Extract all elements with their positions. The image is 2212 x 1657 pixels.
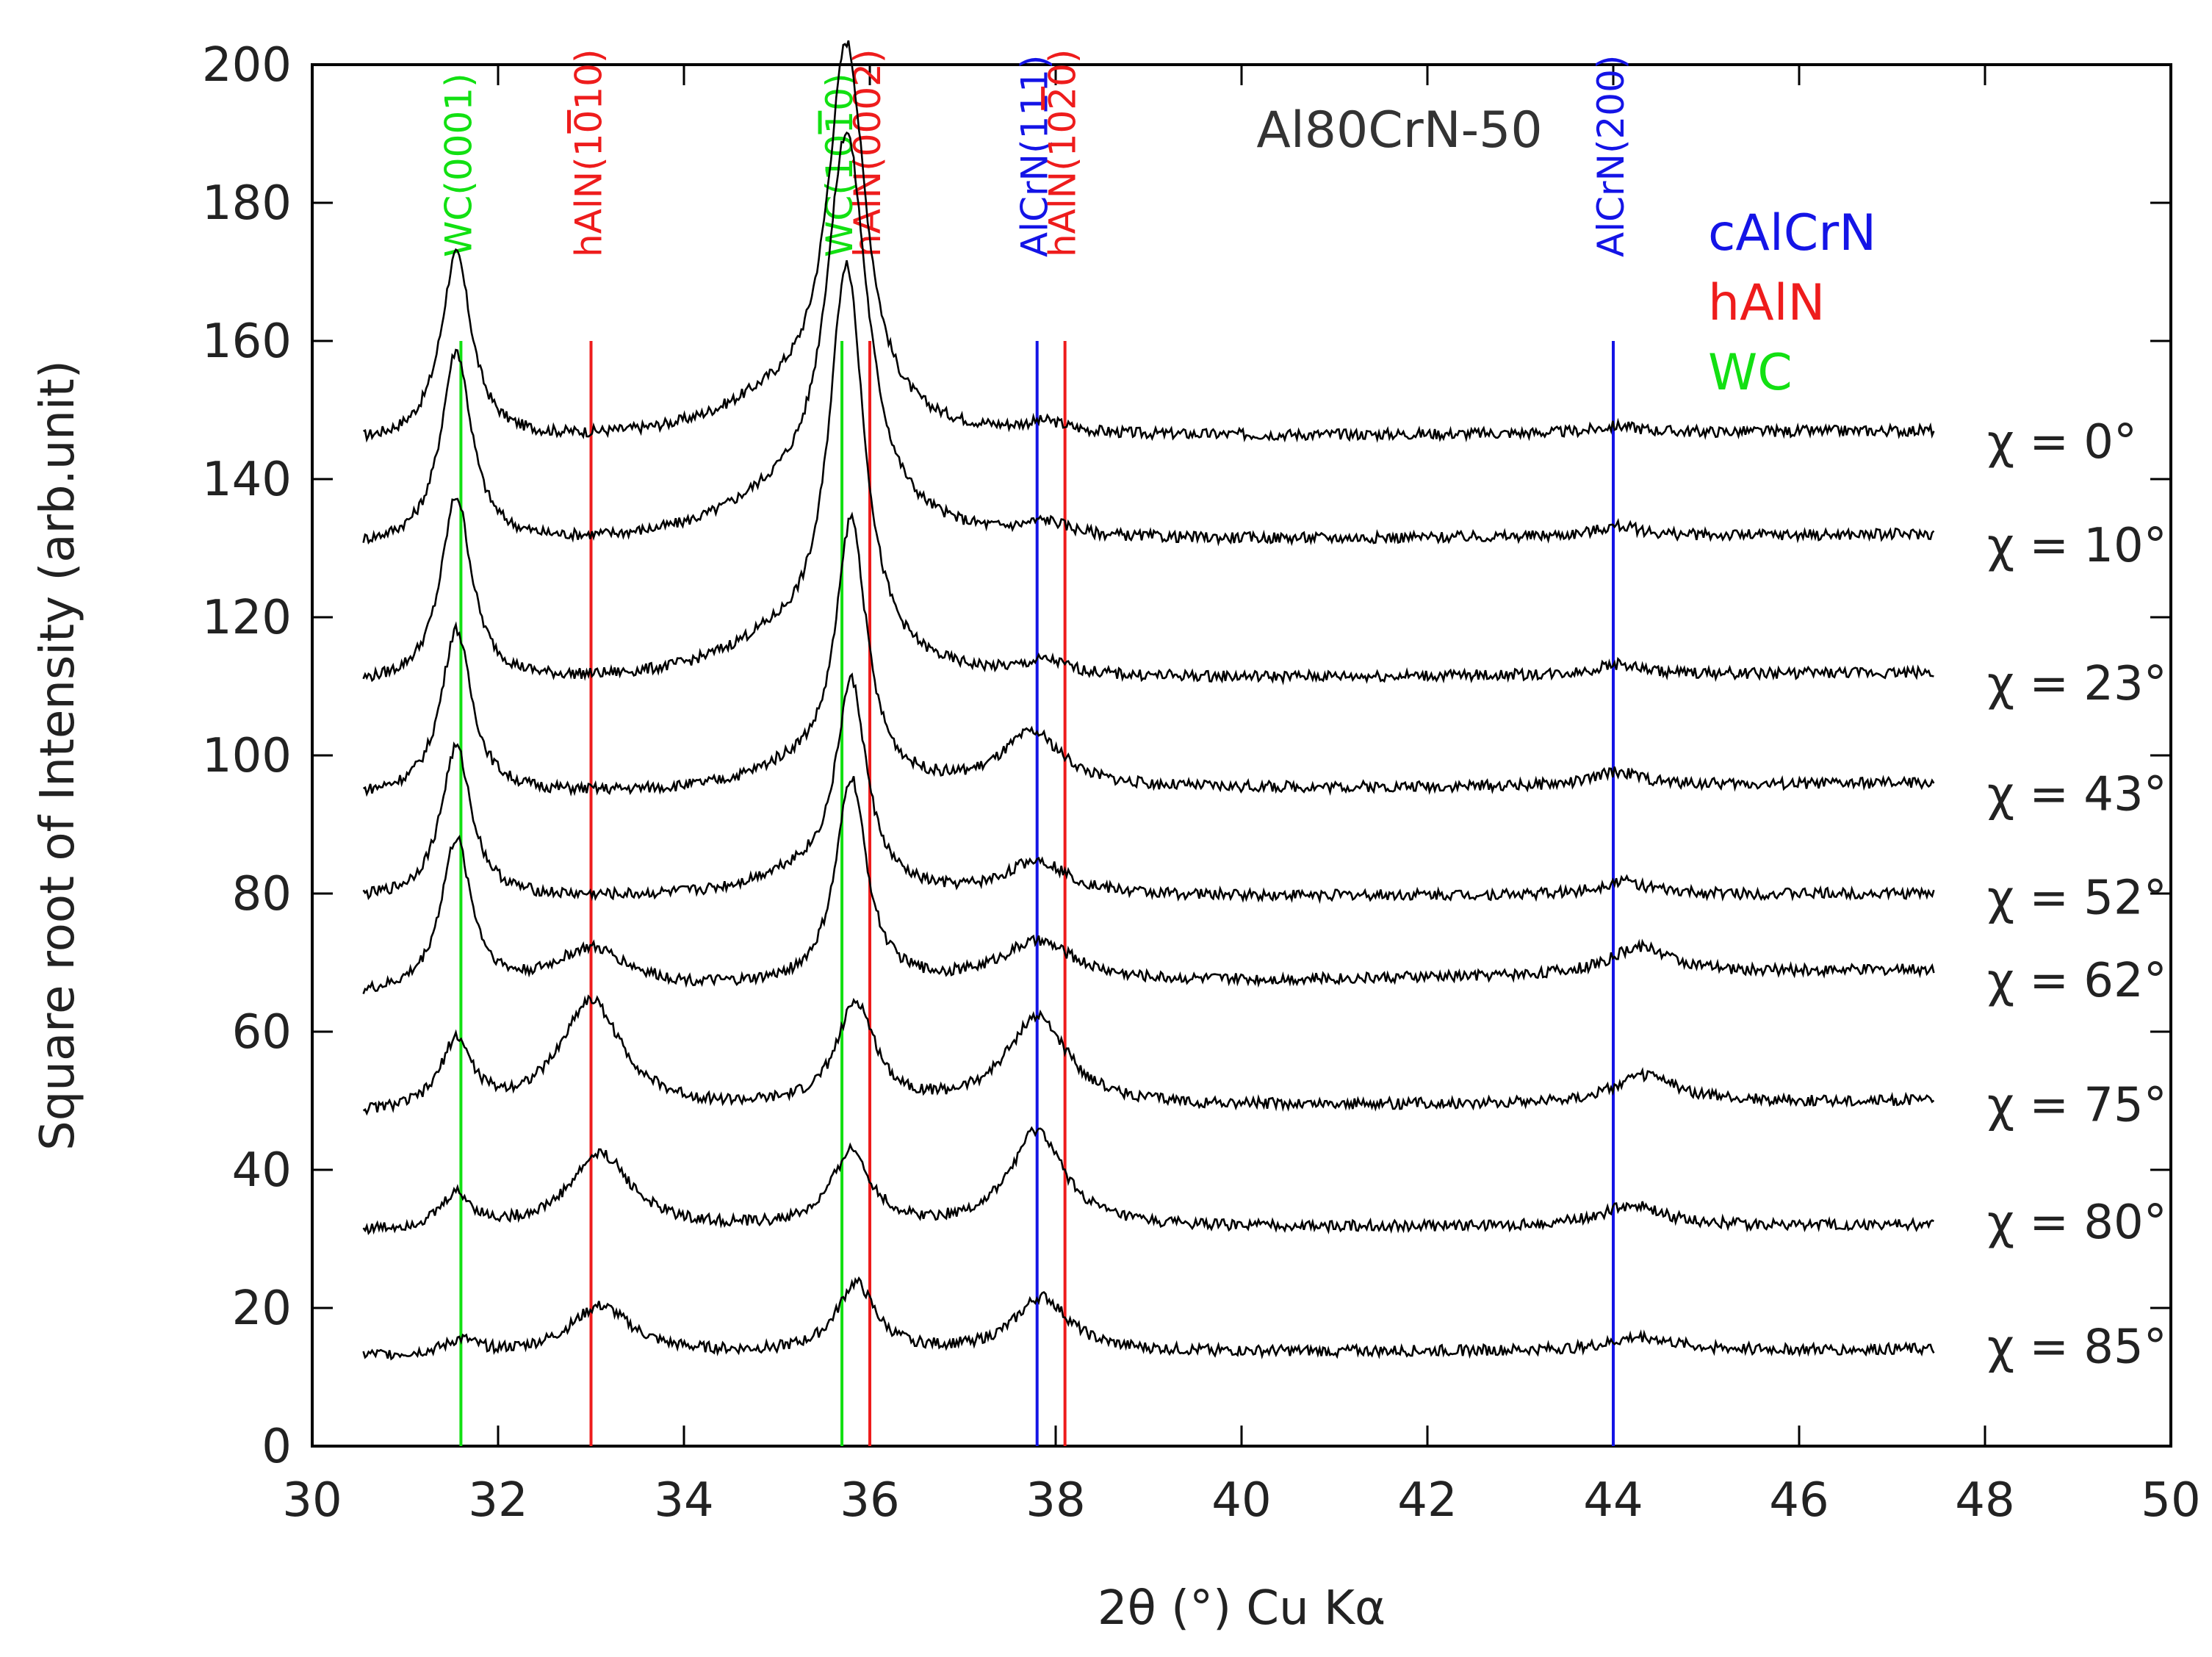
legend-entry: hAlN — [1708, 274, 1825, 332]
series-label: χ = 85° — [1987, 1320, 2167, 1374]
curve — [362, 994, 1935, 1116]
y-tick-label: 180 — [202, 176, 292, 231]
x-axis: 30 32 34 36 38 40 42 44 46 48 50 — [282, 65, 2201, 1528]
y-tick-label: 100 — [202, 729, 292, 783]
curve — [362, 672, 1935, 905]
y-tick-label: 0 — [262, 1420, 292, 1474]
curve — [363, 40, 1935, 443]
legend-entry: cAlCrN — [1708, 204, 1876, 262]
chart-title: Al80CrN-50 — [1256, 101, 1542, 159]
reference-lines: WC(0001) hAlN(1010) WC(1010)hAlN(0002) AlCr… — [437, 49, 1632, 1446]
curve — [362, 260, 1934, 686]
curve — [362, 1126, 1934, 1235]
y-tick-label: 80 — [232, 867, 292, 921]
series-label: χ = 43° — [1987, 767, 2167, 822]
reference-label: AlCrN(111) — [1014, 55, 1056, 257]
series-labels: χ = 0° χ = 10° χ = 23° χ = 43° χ = 52° χ = 62… — [1987, 415, 2167, 1374]
y-tick-label: 160 — [202, 314, 292, 369]
y-tick-label: 200 — [202, 38, 292, 93]
curve — [362, 775, 1935, 995]
x-tick-label: 46 — [1769, 1473, 1829, 1528]
y-tick-label: 60 — [232, 1005, 292, 1060]
x-tick-label: 30 — [282, 1473, 342, 1528]
y-tick-label: 140 — [202, 453, 292, 507]
series-label: χ = 75° — [1987, 1078, 2167, 1132]
curve — [362, 131, 1935, 547]
series-label: χ = 10° — [1987, 519, 2167, 573]
reference-label: WC(0001) — [437, 73, 480, 257]
x-tick-label: 42 — [1397, 1473, 1457, 1528]
diffraction-curves — [362, 40, 1935, 1361]
series-label: χ = 0° — [1987, 415, 2137, 470]
x-tick-label: 44 — [1583, 1473, 1643, 1528]
series-label: χ = 52° — [1987, 871, 2167, 925]
x-tick-label: 32 — [468, 1473, 527, 1528]
x-tick-label: 36 — [840, 1473, 899, 1528]
series-label: χ = 23° — [1987, 657, 2167, 711]
x-axis-label: 2θ (°) Cu Kα — [1098, 1581, 1386, 1636]
x-tick-label: 40 — [1211, 1473, 1271, 1528]
x-tick-label: 50 — [2141, 1473, 2200, 1528]
x-tick-label: 48 — [1955, 1473, 2014, 1528]
series-label: χ = 80° — [1987, 1196, 2167, 1250]
y-tick-label: 120 — [202, 591, 292, 645]
y-axis: 0 20 40 60 80 100 120 140 160 180 200 — [202, 38, 2171, 1474]
reference-label: hAlN(1010) — [568, 49, 610, 257]
legend-entry: WC — [1708, 344, 1793, 402]
y-axis-label: Square root of Intensity (arb.unit) — [31, 360, 85, 1151]
reference-label: hAlN(1020) — [1042, 49, 1084, 257]
legend: cAlCrN hAlN WC — [1708, 204, 1876, 402]
reference-label: AlCrN(200) — [1590, 55, 1632, 257]
curve — [362, 1276, 1935, 1361]
x-tick-label: 34 — [654, 1473, 713, 1528]
y-tick-label: 20 — [232, 1282, 292, 1336]
series-label: χ = 62° — [1987, 954, 2167, 1008]
curve — [363, 511, 1935, 797]
x-tick-label: 38 — [1026, 1473, 1085, 1528]
y-tick-label: 40 — [232, 1143, 292, 1198]
